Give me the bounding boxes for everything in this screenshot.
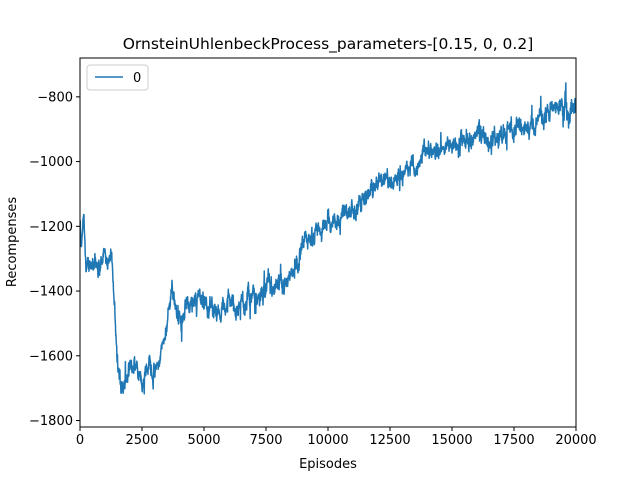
y-axis-label: Recompenses	[5, 197, 20, 287]
x-tick-label: 17500	[493, 433, 534, 448]
x-tick-label: 0	[76, 433, 84, 448]
y-tick-label: −1000	[29, 155, 73, 170]
x-tick-label: 12500	[369, 433, 410, 448]
y-tick-label: −1200	[29, 220, 73, 235]
plot-area	[79, 57, 577, 428]
legend-label: 0	[133, 71, 141, 86]
x-axis: 0 2500 5000 7500 10000 12500 15000 17500 20000	[76, 427, 597, 448]
legend: 0	[86, 64, 149, 91]
y-tick-label: −1600	[29, 349, 73, 364]
y-tick-label: −800	[37, 90, 73, 105]
chart-title: OrnsteinUhlenbeckProcess_parameters-[0.1…	[123, 35, 534, 54]
x-tick-label: 15000	[431, 433, 472, 448]
x-tick-label: 10000	[307, 433, 348, 448]
y-tick-label: −1400	[29, 285, 73, 300]
y-axis: −1800 −1600 −1400 −1200 −1000 −800	[29, 90, 80, 429]
series-line-0	[80, 82, 576, 395]
x-tick-label: 7500	[249, 433, 282, 448]
x-tick-label: 5000	[187, 433, 220, 448]
x-tick-label: 2500	[125, 433, 158, 448]
x-tick-label: 20000	[555, 433, 596, 448]
y-tick-label: −1800	[29, 414, 73, 429]
x-axis-label: Episodes	[299, 457, 357, 472]
